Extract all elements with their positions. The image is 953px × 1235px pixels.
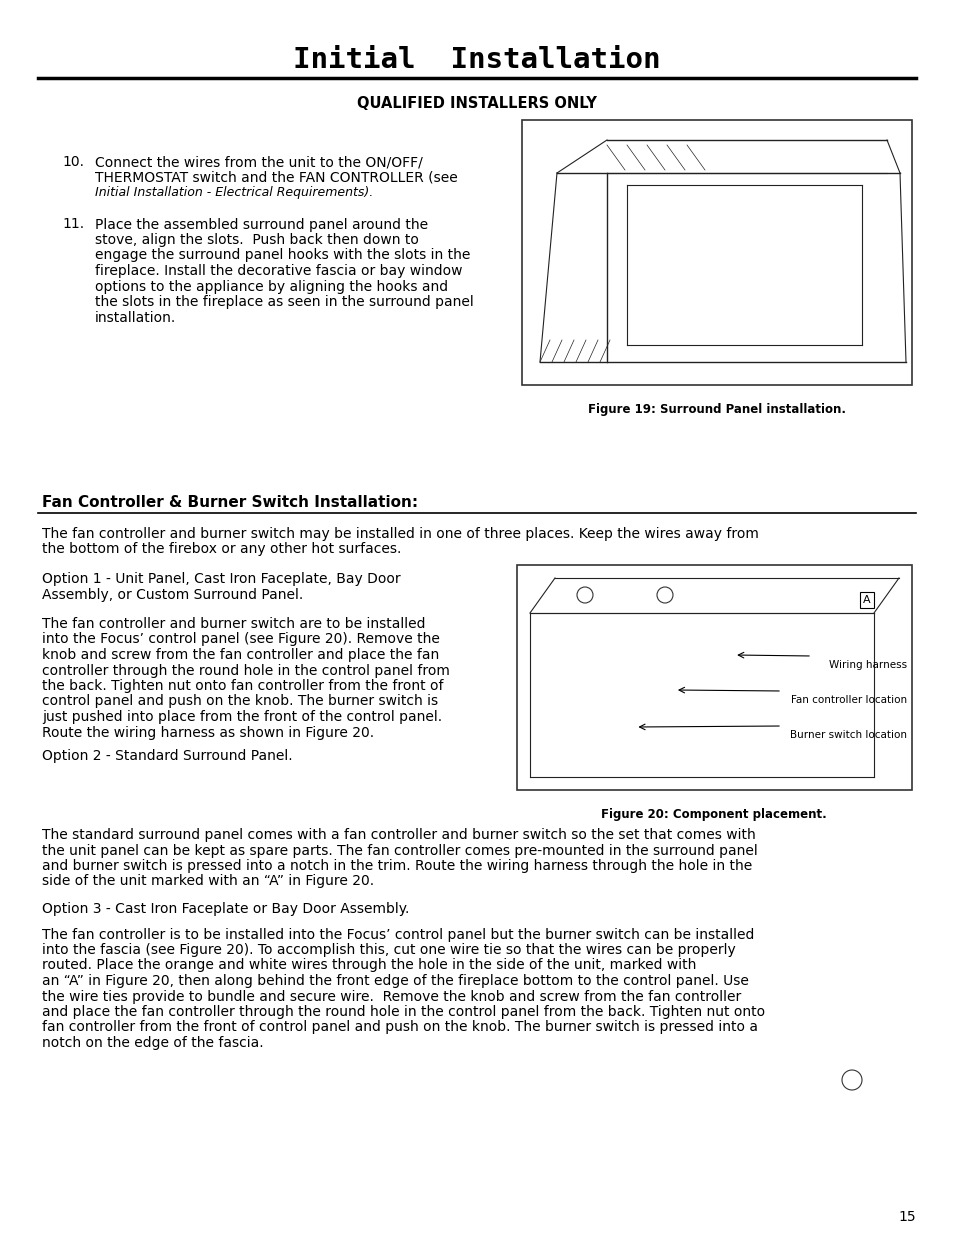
Text: side of the unit marked with an “A” in Figure 20.: side of the unit marked with an “A” in F… [42,874,374,888]
Text: stove, align the slots.  Push back then down to: stove, align the slots. Push back then d… [95,233,418,247]
Text: the unit panel can be kept as spare parts. The fan controller comes pre-mounted : the unit panel can be kept as spare part… [42,844,757,857]
Text: installation.: installation. [95,310,176,325]
Text: controller through the round hole in the control panel from: controller through the round hole in the… [42,663,450,678]
Text: The standard surround panel comes with a fan controller and burner switch so the: The standard surround panel comes with a… [42,827,755,842]
Text: Initial Installation - Electrical Requirements).: Initial Installation - Electrical Requir… [95,186,373,199]
Text: Figure 20: Component placement.: Figure 20: Component placement. [600,808,826,821]
Text: Wiring harness: Wiring harness [828,659,906,671]
Text: knob and screw from the fan controller and place the fan: knob and screw from the fan controller a… [42,648,438,662]
Text: and place the fan controller through the round hole in the control panel from th: and place the fan controller through the… [42,1005,764,1019]
Text: Burner switch location: Burner switch location [789,730,906,740]
Text: A: A [862,595,870,605]
Text: fireplace. Install the decorative fascia or bay window: fireplace. Install the decorative fascia… [95,264,462,278]
Text: Place the assembled surround panel around the: Place the assembled surround panel aroun… [95,217,428,231]
Text: Assembly, or Custom Surround Panel.: Assembly, or Custom Surround Panel. [42,588,303,601]
Text: 15: 15 [898,1210,915,1224]
Text: The fan controller and burner switch may be installed in one of three places. Ke: The fan controller and burner switch may… [42,527,758,541]
Text: engage the surround panel hooks with the slots in the: engage the surround panel hooks with the… [95,248,470,263]
Text: Route the wiring harness as shown in Figure 20.: Route the wiring harness as shown in Fig… [42,725,374,740]
Text: THERMOSTAT switch and the FAN CONTROLLER (see: THERMOSTAT switch and the FAN CONTROLLER… [95,170,457,184]
Text: just pushed into place from the front of the control panel.: just pushed into place from the front of… [42,710,441,724]
Text: routed. Place the orange and white wires through the hole in the side of the uni: routed. Place the orange and white wires… [42,958,696,972]
Text: Fan controller location: Fan controller location [790,695,906,705]
Text: Option 2 - Standard Surround Panel.: Option 2 - Standard Surround Panel. [42,748,293,763]
Text: Initial  Installation: Initial Installation [293,46,660,74]
Text: the slots in the fireplace as seen in the surround panel: the slots in the fireplace as seen in th… [95,295,474,309]
Text: QUALIFIED INSTALLERS ONLY: QUALIFIED INSTALLERS ONLY [356,95,597,110]
Text: notch on the edge of the fascia.: notch on the edge of the fascia. [42,1036,263,1050]
Text: the back. Tighten nut onto fan controller from the front of: the back. Tighten nut onto fan controlle… [42,679,443,693]
Text: Figure 19: Surround Panel installation.: Figure 19: Surround Panel installation. [587,403,845,416]
Text: The fan controller and burner switch are to be installed: The fan controller and burner switch are… [42,618,425,631]
Text: 10.: 10. [62,156,84,169]
Text: 11.: 11. [62,217,84,231]
Text: The fan controller is to be installed into the Focus’ control panel but the burn: The fan controller is to be installed in… [42,927,754,941]
Text: into the Focus’ control panel (see Figure 20). Remove the: into the Focus’ control panel (see Figur… [42,632,439,646]
Text: Option 3 - Cast Iron Faceplate or Bay Door Assembly.: Option 3 - Cast Iron Faceplate or Bay Do… [42,902,409,916]
Text: and burner switch is pressed into a notch in the trim. Route the wiring harness : and burner switch is pressed into a notc… [42,860,752,873]
Text: an “A” in Figure 20, then along behind the front edge of the fireplace bottom to: an “A” in Figure 20, then along behind t… [42,974,748,988]
Text: options to the appliance by aligning the hooks and: options to the appliance by aligning the… [95,279,448,294]
Text: fan controller from the front of control panel and push on the knob. The burner : fan controller from the front of control… [42,1020,758,1035]
Text: into the fascia (see Figure 20). To accomplish this, cut one wire tie so that th: into the fascia (see Figure 20). To acco… [42,944,735,957]
Bar [521,120,911,385]
Text: Fan Controller & Burner Switch Installation:: Fan Controller & Burner Switch Installat… [42,495,417,510]
Bar [517,564,911,790]
Text: Connect the wires from the unit to the ON/OFF/: Connect the wires from the unit to the O… [95,156,422,169]
Text: control panel and push on the knob. The burner switch is: control panel and push on the knob. The … [42,694,437,709]
Text: the wire ties provide to bundle and secure wire.  Remove the knob and screw from: the wire ties provide to bundle and secu… [42,989,740,1004]
Text: the bottom of the firebox or any other hot surfaces.: the bottom of the firebox or any other h… [42,542,401,557]
Text: Option 1 - Unit Panel, Cast Iron Faceplate, Bay Door: Option 1 - Unit Panel, Cast Iron Facepla… [42,572,400,585]
